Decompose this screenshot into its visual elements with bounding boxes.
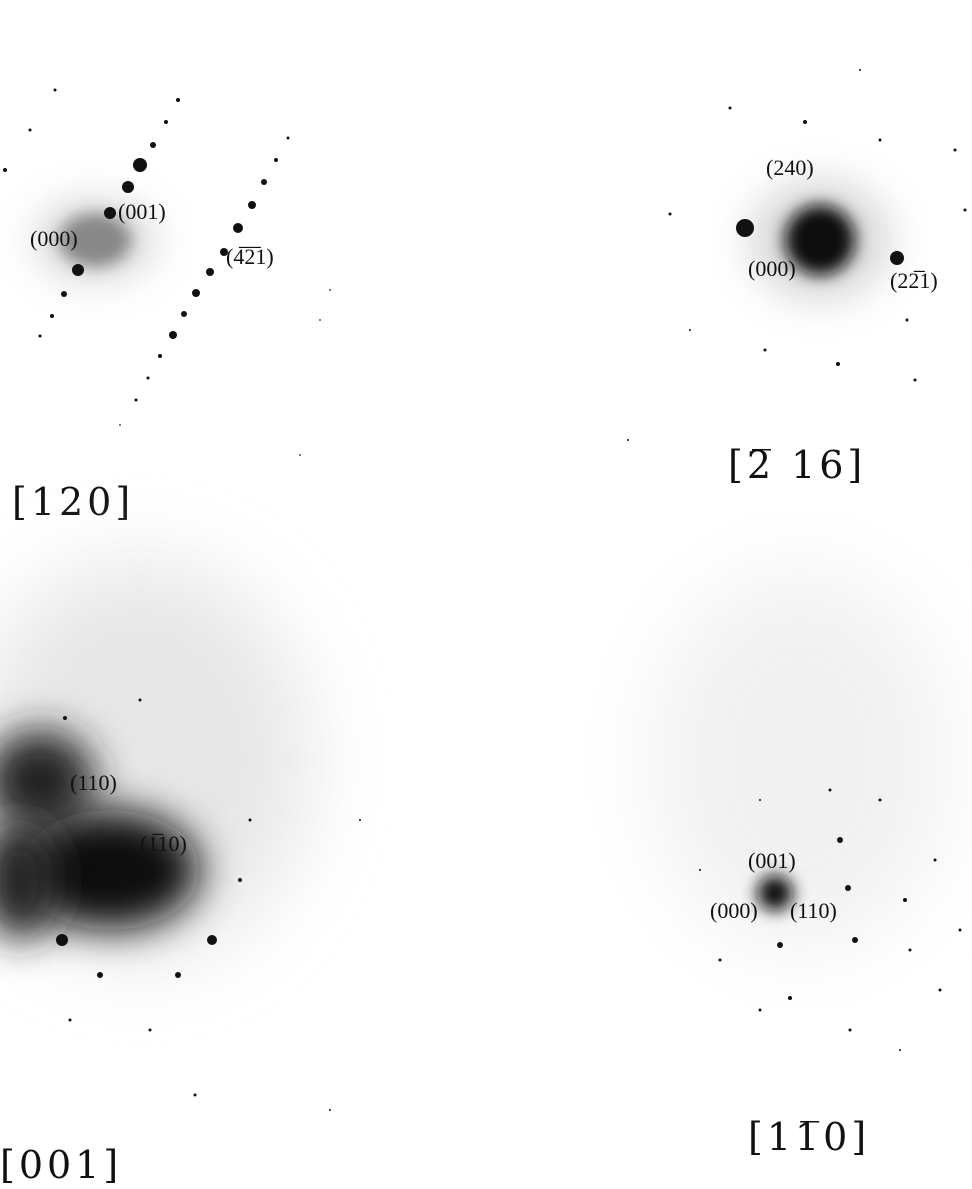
zone-axis-label: [001]: [0, 1143, 122, 1187]
spot-label: (240): [766, 155, 814, 180]
zone-axis-label: [2̅ 16]: [728, 443, 866, 487]
spot-label: (1̅10): [140, 831, 187, 856]
spot-grid: [56, 698, 361, 1111]
diffuse-spot: [0, 730, 95, 830]
panel-120: (000) (001) (4̅2̅1) [120]: [3, 88, 331, 524]
spot-label: (110): [70, 770, 117, 795]
spot-label: (001): [118, 199, 166, 224]
diffuse-spot: [0, 820, 60, 940]
spot-label: (4̅2̅1): [226, 244, 274, 269]
central-spot: [20, 810, 200, 930]
panel-216: (240) (000) (22̅1) [2̅ 16]: [627, 69, 967, 487]
central-spot: [757, 875, 793, 911]
panel-110: (001) (000) (110) [11̅0]: [650, 570, 962, 1159]
spot-grid: [627, 69, 967, 441]
panel-001: (110) (1̅10) [001]: [0, 560, 361, 1187]
spot-label: (000): [30, 226, 78, 251]
zone-axis-label: [11̅0]: [748, 1115, 870, 1159]
spot-grid: [699, 788, 962, 1051]
spot-label: (000): [748, 256, 796, 281]
diffuse-halo: [35, 200, 155, 280]
central-spot: [785, 205, 855, 275]
spot-label: (000): [710, 898, 758, 923]
spot-label: (001): [748, 848, 796, 873]
diffuse-halo: [650, 570, 950, 950]
spot-label: (110): [790, 898, 837, 923]
spot-label: (22̅1): [890, 268, 938, 293]
spot-row: [3, 88, 331, 456]
zone-axis-label: [120]: [12, 480, 134, 524]
